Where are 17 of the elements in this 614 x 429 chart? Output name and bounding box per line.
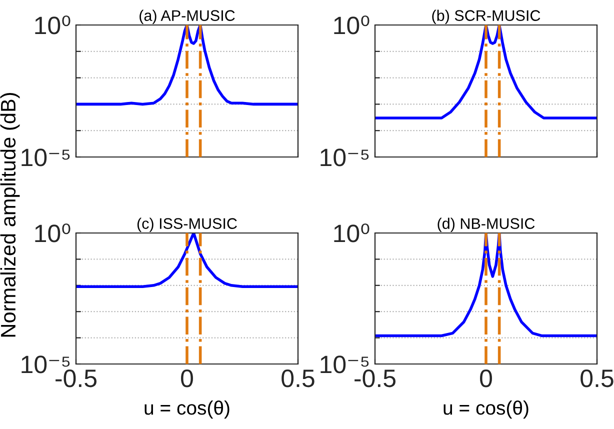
y-tick-label: 10⁰	[35, 224, 70, 242]
x-axis-title: u = cos(θ)	[444, 400, 528, 419]
x-tick-label: 0.5	[580, 370, 614, 388]
x-axis-title: u = cos(θ)	[144, 400, 230, 419]
chart-title: (d) NB-MUSIC	[438, 218, 535, 232]
chart-title: (b) SCR-MUSIC	[432, 10, 540, 24]
y-tick-label: 10⁻⁵	[22, 148, 70, 166]
y-tick-label: 10⁻⁵	[320, 148, 369, 166]
y-axis-title: Normalized amplitude (dB)	[0, 92, 20, 337]
x-tick-label: 0	[480, 370, 492, 388]
y-tick-label: 10⁰	[35, 16, 70, 34]
x-tick-label: 0.5	[282, 370, 314, 388]
y-tick-label: 10⁰	[334, 16, 370, 34]
chart-title: (c) ISS-MUSIC	[137, 218, 237, 232]
chart-title: (a) AP-MUSIC	[140, 10, 235, 24]
x-tick-label: 0	[181, 370, 193, 388]
y-tick-label: 10⁰	[334, 224, 370, 242]
